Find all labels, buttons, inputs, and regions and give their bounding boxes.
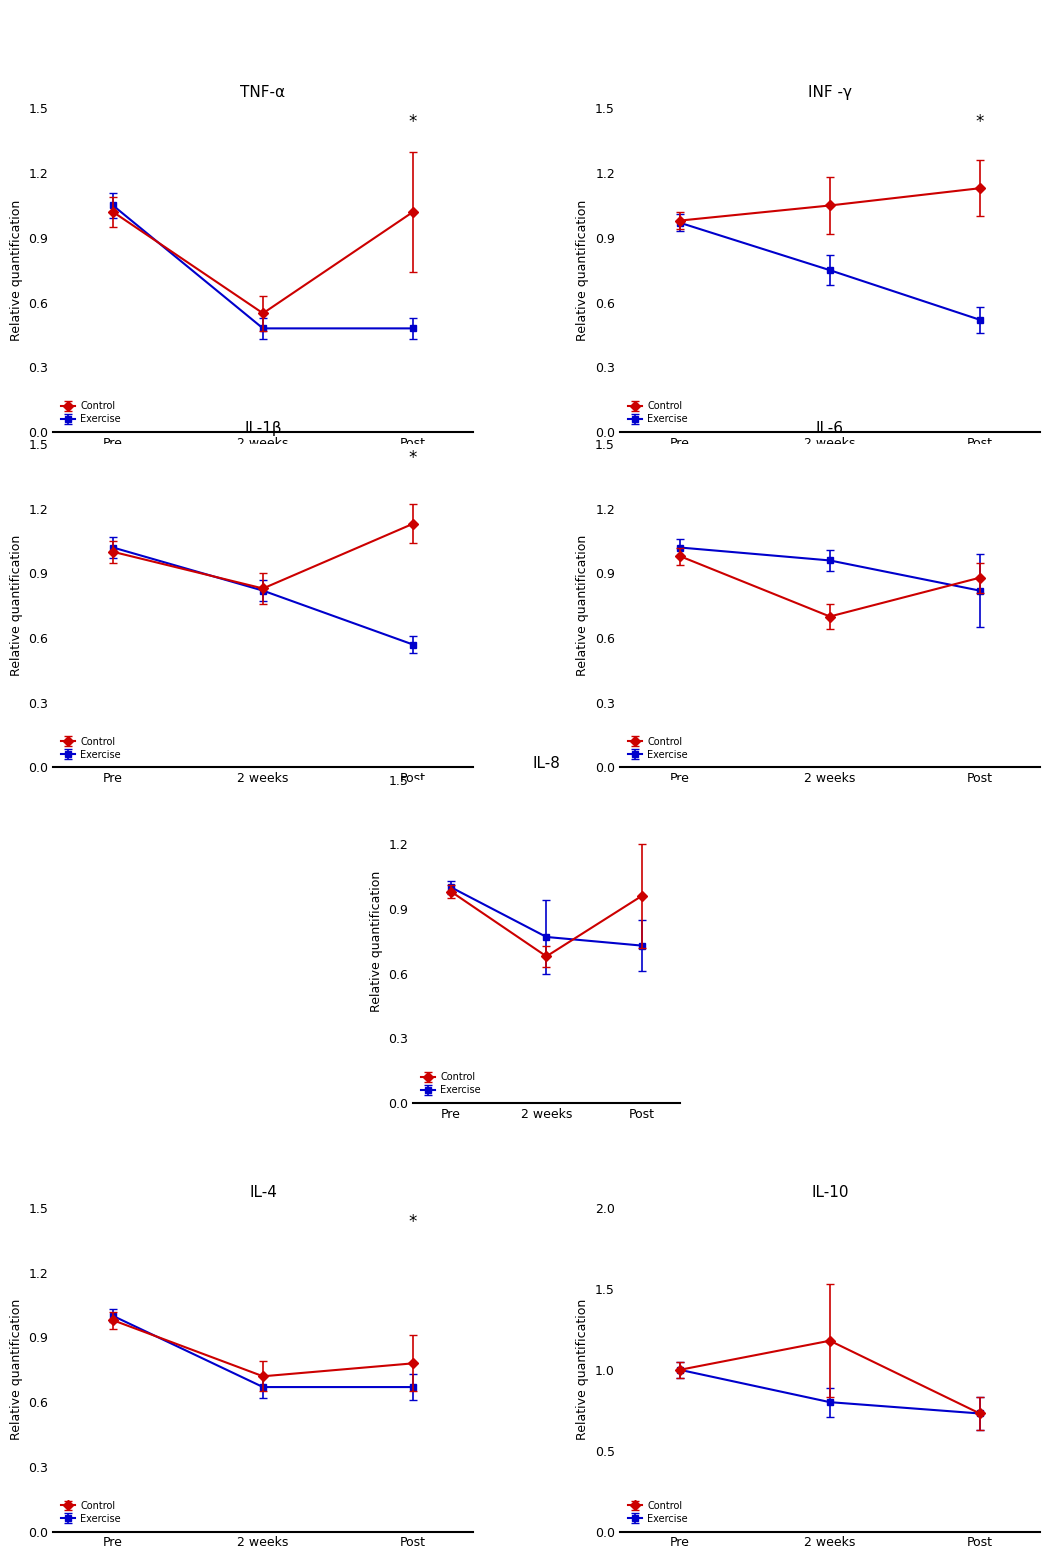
Legend: Control, Exercise: Control, Exercise — [625, 733, 691, 763]
Y-axis label: Relative quantification: Relative quantification — [576, 1299, 590, 1440]
Title: IL-4: IL-4 — [249, 1185, 277, 1200]
Text: *: * — [408, 113, 417, 131]
Title: IL-10: IL-10 — [811, 1185, 849, 1200]
Y-axis label: Relative quantification: Relative quantification — [576, 535, 590, 676]
Title: TNF-α: TNF-α — [241, 85, 285, 101]
Y-axis label: Relative quantification: Relative quantification — [369, 871, 383, 1012]
Text: *: * — [976, 113, 984, 131]
Text: Pro-inflammation: Pro-inflammation — [460, 46, 632, 65]
Title: IL-1β: IL-1β — [244, 421, 282, 436]
Legend: Control, Exercise: Control, Exercise — [625, 1497, 691, 1527]
Legend: Control, Exercise: Control, Exercise — [58, 733, 124, 763]
Text: *: * — [408, 449, 417, 467]
Title: IL-6: IL-6 — [816, 421, 843, 436]
Text: *: * — [408, 1213, 417, 1231]
Title: IL-8: IL-8 — [533, 756, 560, 772]
Y-axis label: Relative quantification: Relative quantification — [576, 200, 590, 340]
Legend: Control, Exercise: Control, Exercise — [58, 1497, 124, 1527]
Title: INF -γ: INF -γ — [807, 85, 852, 101]
Y-axis label: Relative quantification: Relative quantification — [10, 1299, 22, 1440]
Y-axis label: Relative quantification: Relative quantification — [10, 535, 22, 676]
Text: Anti-inflammation: Anti-inflammation — [457, 1146, 636, 1165]
Legend: Control, Exercise: Control, Exercise — [418, 1069, 484, 1098]
Y-axis label: Relative quantification: Relative quantification — [10, 200, 22, 340]
Legend: Control, Exercise: Control, Exercise — [625, 398, 691, 427]
Legend: Control, Exercise: Control, Exercise — [58, 398, 124, 427]
